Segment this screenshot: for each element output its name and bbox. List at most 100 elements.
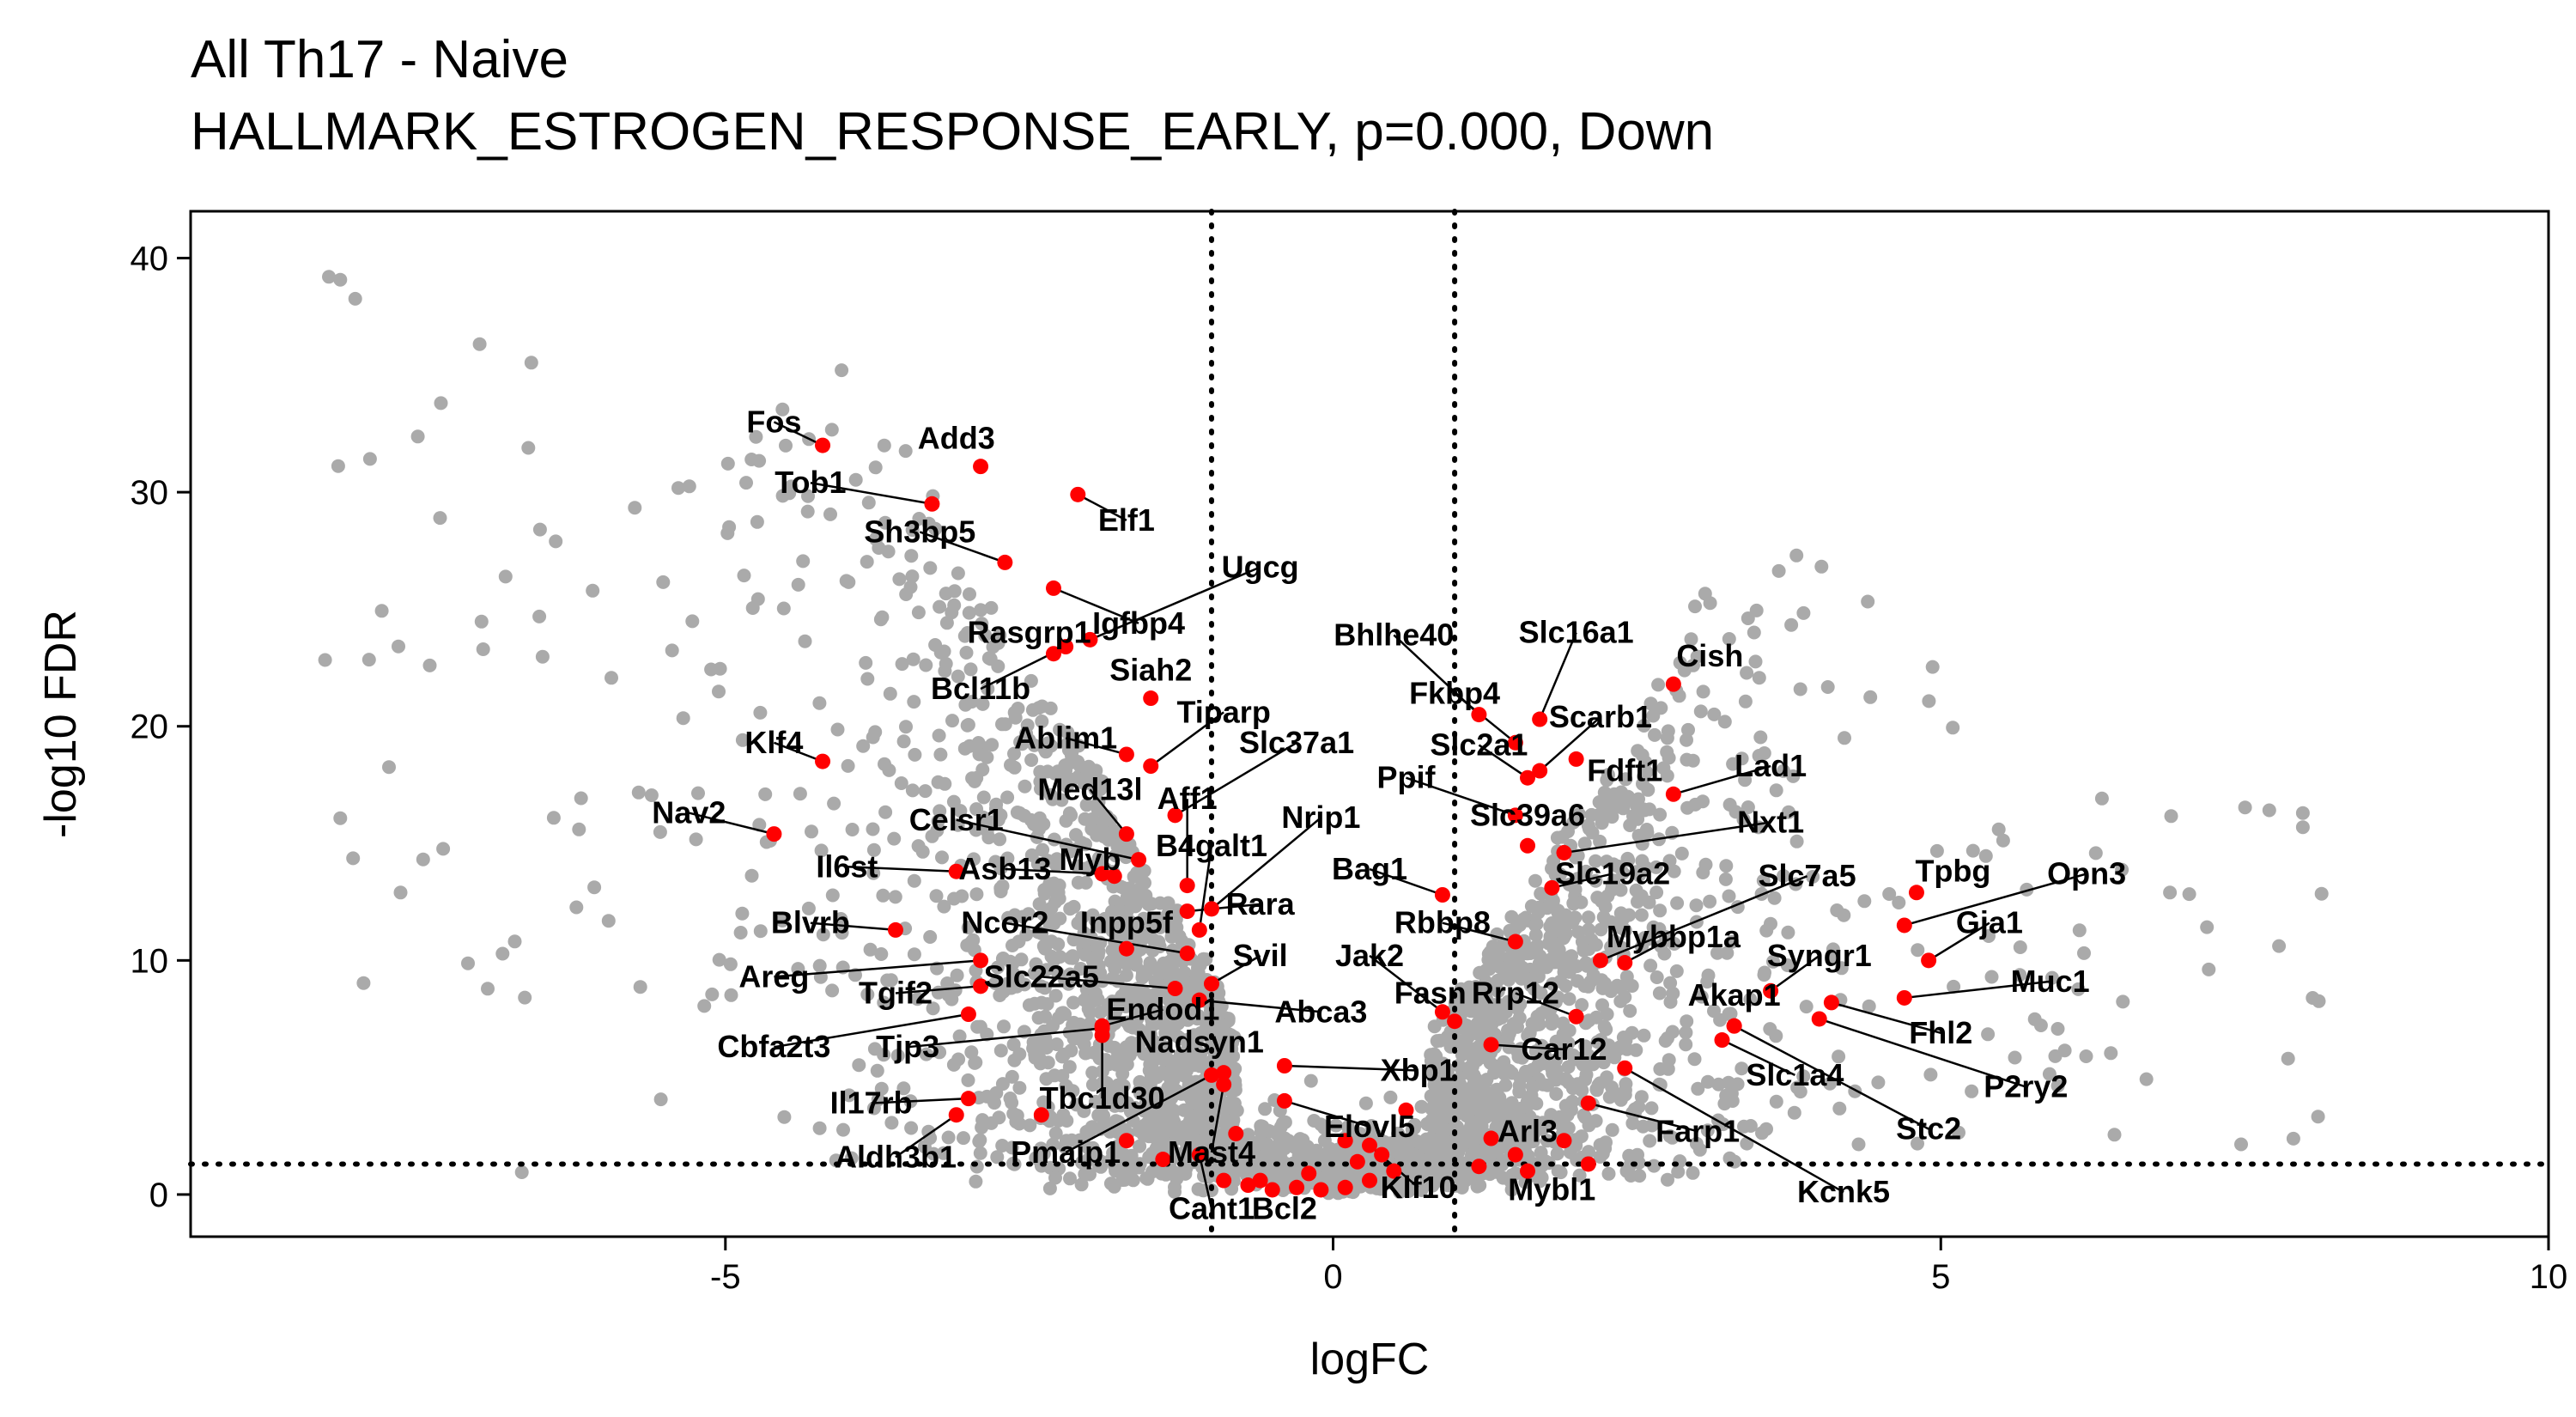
gene-point bbox=[1623, 818, 1637, 832]
gene-point bbox=[1060, 1081, 1075, 1096]
gene-point bbox=[993, 861, 1008, 876]
gene-point bbox=[1722, 798, 1737, 812]
plot-panel-border bbox=[189, 210, 2550, 1238]
gene-point bbox=[1691, 1081, 1705, 1096]
gene-point bbox=[1145, 897, 1159, 911]
gene-point bbox=[991, 659, 1005, 673]
gene-point bbox=[1159, 1165, 1174, 1179]
gene-point bbox=[1652, 986, 1667, 1000]
gene-point bbox=[1498, 1067, 1512, 1081]
gene-point bbox=[1093, 1006, 1108, 1019]
gene-point bbox=[2116, 994, 2130, 1009]
gene-point bbox=[1531, 1017, 1546, 1031]
gene-label: Tob1 bbox=[775, 465, 846, 500]
gene-point bbox=[2311, 1110, 2325, 1124]
gene-point bbox=[392, 639, 405, 654]
gene-point bbox=[1119, 983, 1133, 998]
gene-point bbox=[894, 776, 908, 790]
gene-point bbox=[903, 580, 918, 594]
highlighted-gene-point bbox=[1203, 976, 1219, 992]
highlighted-gene-point bbox=[1896, 917, 1912, 934]
gene-point bbox=[951, 669, 965, 684]
gene-point bbox=[801, 901, 816, 915]
gene-point bbox=[2202, 962, 2216, 976]
gene-point bbox=[1133, 1086, 1147, 1101]
gene-point bbox=[959, 646, 974, 660]
gene-point bbox=[1165, 964, 1180, 978]
gene-point bbox=[961, 921, 975, 935]
gene-point bbox=[1640, 825, 1655, 840]
gene-point bbox=[1051, 885, 1066, 900]
chart-subtitle: HALLMARK_ESTROGEN_RESPONSE_EARLY, p=0.00… bbox=[191, 102, 1715, 161]
gene-point bbox=[1623, 1004, 1637, 1019]
gene-point bbox=[1115, 1173, 1130, 1187]
gene-point bbox=[1756, 873, 1771, 888]
gene-point bbox=[1120, 1096, 1134, 1110]
gene-point bbox=[1629, 1043, 1643, 1057]
gene-point bbox=[1771, 563, 1786, 578]
gene-point bbox=[1577, 836, 1592, 851]
gene-point bbox=[939, 587, 953, 601]
gene-point bbox=[1649, 970, 1664, 984]
gene-point bbox=[1497, 1055, 1511, 1069]
gene-label: Klf10 bbox=[1381, 1170, 1456, 1205]
gene-point bbox=[752, 453, 767, 468]
gene-point bbox=[1549, 1086, 1564, 1101]
gene-point bbox=[1871, 1075, 1886, 1090]
gene-point bbox=[878, 757, 891, 771]
gene-point bbox=[1105, 943, 1120, 958]
gene-point bbox=[1425, 1102, 1439, 1116]
gene-point bbox=[1653, 807, 1668, 822]
gene-point bbox=[1065, 744, 1079, 758]
gene-point bbox=[1029, 957, 1043, 971]
gene-point bbox=[1649, 885, 1664, 900]
gene-point bbox=[973, 1019, 987, 1034]
gene-label: Syngr1 bbox=[1767, 938, 1872, 973]
gene-point bbox=[569, 900, 584, 915]
gene-point bbox=[1172, 929, 1187, 944]
gene-point bbox=[805, 824, 818, 839]
gene-point bbox=[975, 1120, 989, 1134]
gene-point bbox=[1720, 946, 1735, 960]
gene-point bbox=[1784, 617, 1799, 632]
gene-point bbox=[884, 1116, 899, 1130]
gene-point bbox=[1806, 870, 1820, 884]
highlighted-gene-point bbox=[973, 459, 989, 475]
gene-point bbox=[2094, 791, 2109, 806]
gene-point bbox=[1031, 701, 1046, 715]
gene-point bbox=[1713, 1013, 1728, 1027]
gene-point bbox=[1740, 666, 1754, 680]
gene-point bbox=[814, 843, 829, 858]
gene-label: Cish bbox=[1676, 638, 1743, 673]
gene-point bbox=[1753, 730, 1768, 745]
gene-point bbox=[1133, 894, 1147, 909]
gene-point bbox=[749, 429, 763, 444]
gene-point bbox=[586, 583, 600, 598]
y-tick-label: 40 bbox=[131, 240, 169, 278]
gene-point bbox=[1105, 994, 1120, 1009]
gene-point bbox=[997, 1019, 1011, 1034]
gene-point bbox=[950, 968, 964, 982]
gene-label: Cant1 bbox=[1169, 1190, 1255, 1225]
gene-point bbox=[1566, 896, 1581, 910]
gene-point bbox=[1267, 1143, 1282, 1158]
gene-point bbox=[1066, 899, 1081, 914]
gene-point bbox=[1625, 979, 1639, 993]
gene-point bbox=[1138, 1006, 1152, 1020]
gene-point bbox=[1218, 1135, 1233, 1150]
gene-point bbox=[957, 741, 972, 756]
gene-point bbox=[481, 982, 495, 996]
gene-point bbox=[1085, 1066, 1100, 1080]
gene-point bbox=[1111, 1048, 1125, 1062]
gene-point bbox=[1156, 1109, 1170, 1122]
x-axis-title: logFC bbox=[1310, 1335, 1430, 1384]
gene-label: Asb13 bbox=[958, 851, 1051, 886]
gene-point bbox=[1857, 894, 1872, 909]
gene-point bbox=[436, 842, 451, 856]
gene-point bbox=[1191, 1182, 1206, 1196]
gene-point bbox=[1194, 1057, 1208, 1072]
gene-point bbox=[1502, 1040, 1516, 1055]
gene-point bbox=[1051, 764, 1065, 779]
gene-point bbox=[1294, 1137, 1309, 1152]
gene-point bbox=[992, 1110, 1006, 1125]
